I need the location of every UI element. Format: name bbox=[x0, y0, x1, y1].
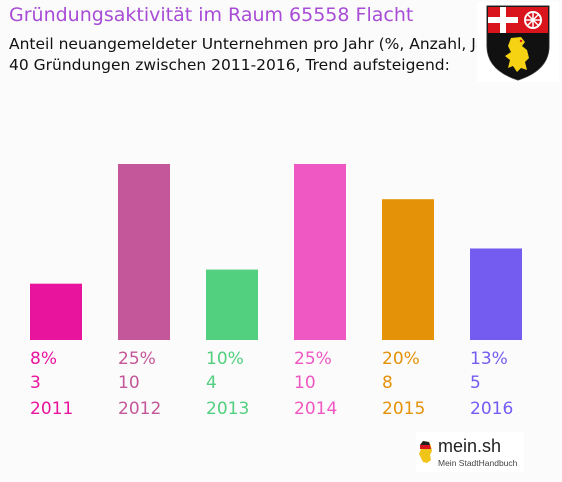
percent-label-2014: 25% bbox=[294, 349, 332, 369]
percent-label-2011: 8% bbox=[30, 349, 57, 369]
chart-subtitle: Anteil neuangemeldeter Unternehmen pro J… bbox=[9, 35, 508, 53]
year-label-2016: 2016 bbox=[470, 399, 513, 419]
year-label-2015: 2015 bbox=[382, 399, 425, 419]
count-label-2013: 4 bbox=[206, 373, 217, 393]
count-label-2015: 8 bbox=[382, 373, 393, 393]
count-label-2012: 10 bbox=[118, 373, 140, 393]
percent-label-2015: 20% bbox=[382, 349, 420, 369]
bar-2012 bbox=[118, 164, 170, 340]
bar-2015 bbox=[382, 199, 434, 340]
logo: mein.sh Mein StadtHandbuch bbox=[416, 432, 524, 472]
chart-title: Gründungsaktivität im Raum 65558 Flacht bbox=[9, 4, 414, 26]
count-label-2011: 3 bbox=[30, 373, 41, 393]
bar-2014 bbox=[294, 164, 346, 340]
year-label-2013: 2013 bbox=[206, 399, 249, 419]
year-label-2014: 2014 bbox=[294, 399, 337, 419]
coat-of-arms-icon bbox=[477, 2, 559, 82]
chart-summary: 40 Gründungen zwischen 2011-2016, Trend … bbox=[9, 56, 450, 74]
year-label-2012: 2012 bbox=[118, 399, 161, 419]
percent-label-2016: 13% bbox=[470, 349, 508, 369]
year-label-2011: 2011 bbox=[30, 399, 73, 419]
bar-2016 bbox=[470, 248, 522, 340]
logo-text: mein.sh bbox=[438, 436, 502, 456]
percent-label-2012: 25% bbox=[118, 349, 156, 369]
bar-2011 bbox=[30, 283, 82, 340]
germany-map-icon bbox=[419, 441, 432, 463]
percent-label-2013: 10% bbox=[206, 349, 244, 369]
logo-subtitle: Mein StadtHandbuch bbox=[438, 458, 518, 468]
count-label-2016: 5 bbox=[470, 373, 481, 393]
count-label-2014: 10 bbox=[294, 373, 316, 393]
bar-2013 bbox=[206, 269, 258, 340]
